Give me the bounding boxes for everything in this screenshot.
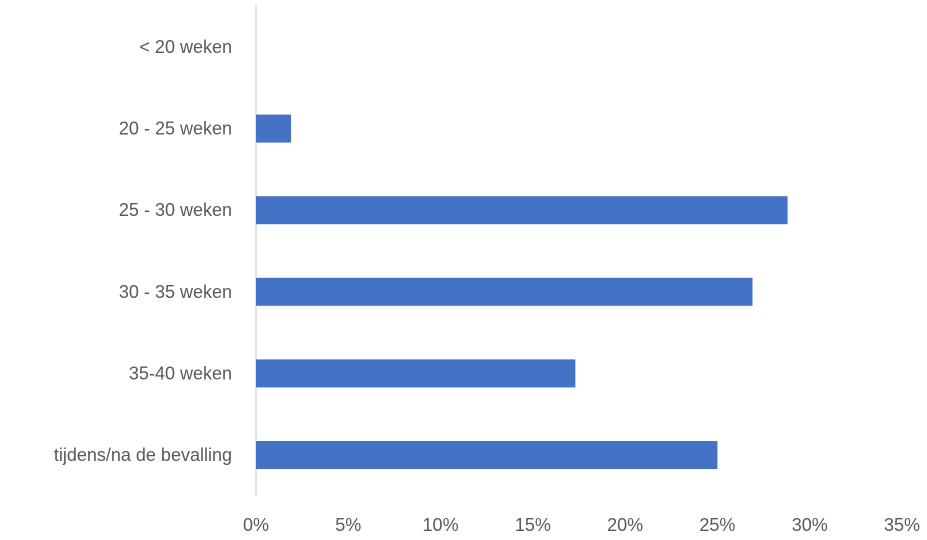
x-tick-label: 35% <box>884 515 920 535</box>
bar <box>256 196 788 224</box>
category-label: 20 - 25 weken <box>119 119 232 139</box>
x-tick-label: 25% <box>699 515 735 535</box>
x-tick-label: 5% <box>335 515 361 535</box>
bar <box>256 359 575 387</box>
x-tick-label: 15% <box>515 515 551 535</box>
x-tick-label: 20% <box>607 515 643 535</box>
bar <box>256 441 717 469</box>
category-label: < 20 weken <box>139 37 232 57</box>
x-axis-tick-labels: 0% 5% 10% 15% 20% 25% 30% 35% <box>243 515 920 535</box>
category-label: 25 - 30 weken <box>119 200 232 220</box>
bar <box>256 278 752 306</box>
category-labels: < 20 weken 20 - 25 weken 25 - 30 weken 30 -… <box>54 37 232 465</box>
category-label: 35-40 weken <box>129 363 232 383</box>
bars-group <box>256 115 788 469</box>
category-label: 30 - 35 weken <box>119 282 232 302</box>
x-tick-label: 0% <box>243 515 269 535</box>
x-tick-label: 10% <box>423 515 459 535</box>
category-label: tijdens/na de bevalling <box>54 445 232 465</box>
x-tick-label: 30% <box>792 515 828 535</box>
bar <box>256 115 291 143</box>
